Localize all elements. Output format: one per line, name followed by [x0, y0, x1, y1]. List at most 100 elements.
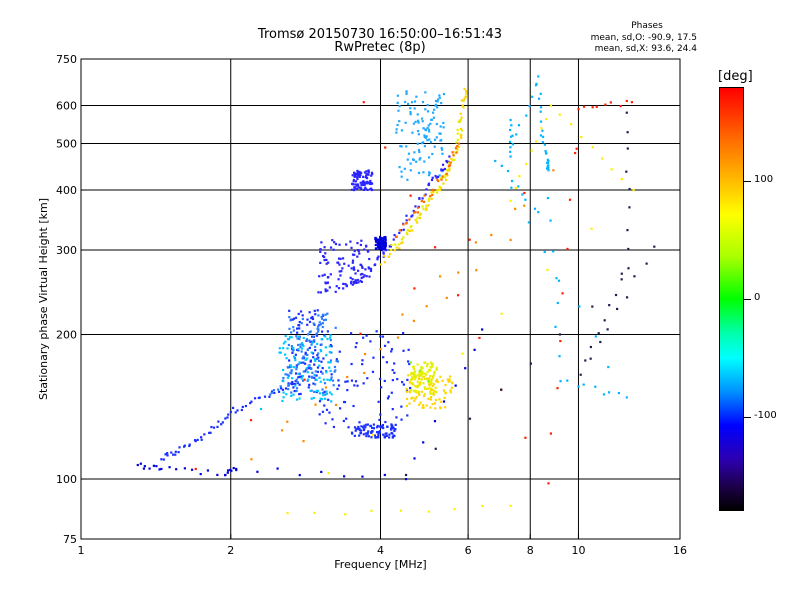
echo-point — [321, 388, 324, 391]
echo-point — [440, 101, 443, 105]
echo-point — [282, 396, 285, 399]
echo-point — [325, 392, 329, 395]
echo-point — [539, 106, 543, 109]
echo-point — [549, 432, 553, 435]
echo-point — [377, 430, 380, 434]
echo-point — [292, 386, 295, 389]
echo-point — [365, 334, 368, 337]
echo-point — [287, 383, 290, 387]
echo-point — [384, 238, 387, 242]
echo-point — [324, 290, 327, 293]
echo-point — [351, 261, 354, 264]
echo-point — [384, 241, 387, 244]
echo-point — [296, 381, 299, 384]
echo-point — [400, 238, 404, 241]
echo-point — [509, 238, 512, 242]
echo-point — [398, 120, 401, 123]
echo-point — [345, 417, 348, 420]
echo-point — [330, 345, 333, 348]
echo-point — [435, 122, 438, 126]
echo-point — [371, 430, 374, 433]
echo-point — [241, 405, 244, 409]
echo-point — [380, 247, 383, 250]
echo-point — [433, 370, 436, 374]
echo-point — [413, 378, 417, 381]
echo-point — [337, 257, 341, 260]
echo-point — [539, 120, 543, 123]
echo-point — [359, 432, 362, 435]
echo-point — [509, 146, 512, 149]
echo-point — [434, 398, 437, 402]
echo-point — [315, 378, 318, 381]
echo-point — [299, 310, 303, 313]
echo-point — [414, 211, 417, 214]
echo-point — [371, 370, 375, 373]
echo-point — [333, 365, 337, 369]
colorbar-tick-label: 100 — [754, 174, 774, 186]
echo-point — [360, 276, 363, 279]
echo-point — [309, 359, 312, 362]
echo-point — [349, 276, 352, 279]
y-tick-label: 500 — [56, 138, 77, 151]
echo-point — [440, 169, 443, 172]
echo-point — [546, 268, 549, 272]
echo-point — [324, 313, 327, 316]
echo-point — [328, 336, 332, 339]
echo-point — [273, 391, 276, 395]
echo-point — [321, 367, 324, 370]
echo-point — [188, 444, 191, 448]
echo-point — [319, 380, 322, 383]
echo-point — [456, 132, 459, 135]
echo-point — [429, 406, 432, 409]
echo-point — [396, 94, 399, 97]
echo-point — [287, 374, 290, 377]
echo-point — [392, 238, 395, 241]
echo-point — [508, 140, 512, 143]
echo-point — [554, 325, 557, 328]
echo-point — [380, 245, 384, 248]
echo-point — [543, 143, 547, 146]
echo-point — [409, 389, 412, 392]
echo-point — [383, 247, 386, 250]
echo-point — [200, 438, 203, 441]
echo-point — [284, 373, 287, 376]
echo-point — [366, 181, 369, 185]
echo-point — [315, 389, 318, 393]
echo-point — [312, 356, 315, 359]
echo-point — [458, 119, 461, 122]
echo-point — [301, 314, 304, 317]
echo-point — [322, 378, 326, 381]
echo-point — [330, 393, 333, 396]
echo-point — [431, 365, 434, 368]
echo-point — [329, 369, 332, 373]
echo-point — [290, 394, 293, 397]
echo-point — [323, 255, 326, 259]
echo-point — [286, 420, 289, 423]
echo-point — [288, 365, 292, 369]
echo-point — [537, 97, 541, 100]
echo-point — [645, 262, 648, 265]
echo-point — [430, 118, 433, 121]
echo-point — [311, 315, 314, 319]
echo-point — [300, 377, 303, 380]
echo-point — [350, 188, 353, 191]
echo-point — [404, 473, 408, 477]
echo-point — [406, 102, 410, 106]
echo-point — [417, 385, 420, 388]
echo-point — [295, 368, 298, 371]
echo-point — [603, 319, 606, 322]
echo-point — [385, 434, 388, 438]
echo-point — [329, 359, 333, 362]
echo-point — [319, 250, 322, 253]
echo-point — [369, 268, 373, 271]
echo-point — [355, 281, 358, 285]
echo-point — [320, 370, 323, 373]
echo-point — [292, 393, 295, 396]
echo-point — [578, 305, 581, 308]
echo-point — [294, 372, 298, 375]
echo-point — [393, 233, 396, 237]
echo-point — [200, 436, 203, 439]
echo-point — [626, 147, 629, 150]
echo-point — [282, 347, 285, 350]
echo-point — [318, 400, 322, 403]
